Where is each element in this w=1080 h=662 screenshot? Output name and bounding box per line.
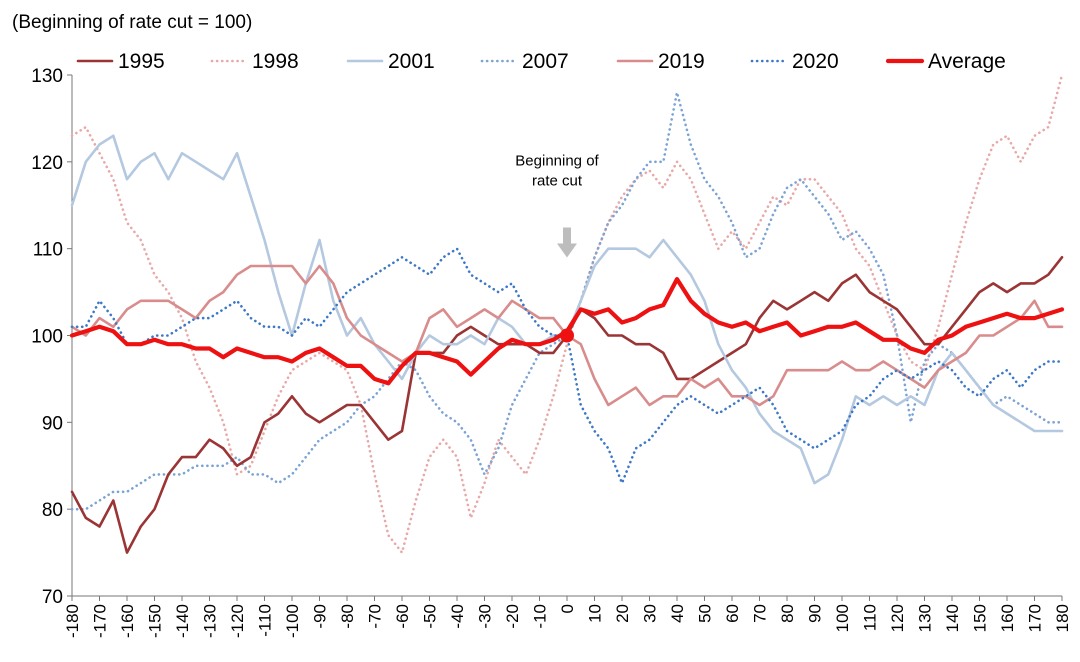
legend-label: 1995 bbox=[118, 50, 165, 73]
y-tick-label: 90 bbox=[42, 413, 63, 434]
x-tick-label: -20 bbox=[503, 604, 522, 629]
legend-label: 1998 bbox=[252, 50, 299, 73]
x-tick-label: -60 bbox=[393, 604, 412, 629]
x-tick-label: -170 bbox=[91, 604, 110, 638]
x-tick-label: -110 bbox=[256, 604, 275, 637]
x-tick-label: -130 bbox=[201, 604, 220, 638]
annotation-arrow-head bbox=[557, 243, 577, 258]
y-tick-label: 80 bbox=[42, 500, 63, 521]
x-tick-label: 80 bbox=[778, 604, 797, 623]
x-tick-label: 30 bbox=[641, 604, 660, 623]
x-tick-label: 170 bbox=[1026, 604, 1045, 632]
plot-area bbox=[69, 73, 1065, 554]
x-tick-label: 0 bbox=[558, 604, 577, 613]
series-line-1998 bbox=[70, 73, 1064, 554]
y-tick-label: 100 bbox=[31, 327, 63, 348]
legend-label: 2007 bbox=[522, 50, 569, 73]
x-tick-label: 120 bbox=[888, 604, 907, 632]
x-tick-label: 40 bbox=[668, 604, 687, 623]
rate-cut-marker bbox=[560, 328, 574, 343]
x-tick-label: 90 bbox=[806, 604, 825, 623]
x-tick-label: -160 bbox=[118, 604, 137, 638]
x-tick-label: -40 bbox=[448, 604, 467, 629]
x-tick-label: -180 bbox=[63, 604, 82, 638]
x-tick-label: 140 bbox=[943, 604, 962, 632]
x-tick-label: -100 bbox=[283, 604, 302, 638]
x-tick-label: -140 bbox=[173, 604, 192, 638]
x-tick-label: -30 bbox=[476, 604, 495, 629]
annotation-text: rate cut bbox=[532, 173, 583, 190]
series-line-1995 bbox=[70, 255, 1064, 554]
y-axis: 70 80 90 100 110 120 130 bbox=[31, 66, 73, 608]
x-tick-label: 70 bbox=[751, 604, 770, 623]
x-tick-label: 180 bbox=[1053, 604, 1072, 632]
chart-subtitle: (Beginning of rate cut = 100) bbox=[12, 12, 252, 33]
x-tick-label: -150 bbox=[146, 604, 165, 638]
x-tick-label: -90 bbox=[311, 604, 330, 629]
y-tick-label: 110 bbox=[33, 240, 63, 261]
y-tick-label: 130 bbox=[31, 66, 63, 87]
x-tick-label: 60 bbox=[723, 604, 742, 623]
x-axis: -180 -170 -160 -150 -140 -130 -120 -110 -100 -90-… bbox=[63, 595, 1072, 638]
x-tick-label: 130 bbox=[916, 604, 935, 632]
x-tick-label: 160 bbox=[998, 604, 1017, 632]
x-tick-label: 110 bbox=[861, 604, 880, 631]
legend: 1995 1998 2001 2007 2019 2020 Average bbox=[76, 50, 1006, 73]
x-tick-label: 100 bbox=[833, 604, 852, 632]
annotation-text: Beginning of bbox=[515, 153, 599, 170]
x-tick-label: -80 bbox=[338, 604, 357, 629]
y-tick-label: 120 bbox=[31, 153, 63, 174]
x-tick-label: 50 bbox=[696, 604, 715, 623]
y-tick-label: 70 bbox=[42, 587, 63, 608]
annotation-arrow-shaft bbox=[563, 227, 571, 244]
x-tick-label: -70 bbox=[366, 604, 385, 629]
x-tick-label: -10 bbox=[531, 604, 550, 629]
x-tick-label: 10 bbox=[586, 604, 605, 623]
x-tick-label: 150 bbox=[971, 604, 990, 632]
legend-label: 2020 bbox=[792, 50, 839, 73]
x-tick-label: 20 bbox=[613, 604, 632, 623]
x-tick-label: -120 bbox=[228, 604, 247, 638]
x-tick-label: -50 bbox=[421, 604, 440, 629]
legend-label: 2019 bbox=[658, 50, 705, 73]
annotation: Beginning of rate cut bbox=[515, 153, 600, 343]
legend-label: Average bbox=[928, 50, 1006, 73]
legend-label: 2001 bbox=[388, 50, 435, 73]
